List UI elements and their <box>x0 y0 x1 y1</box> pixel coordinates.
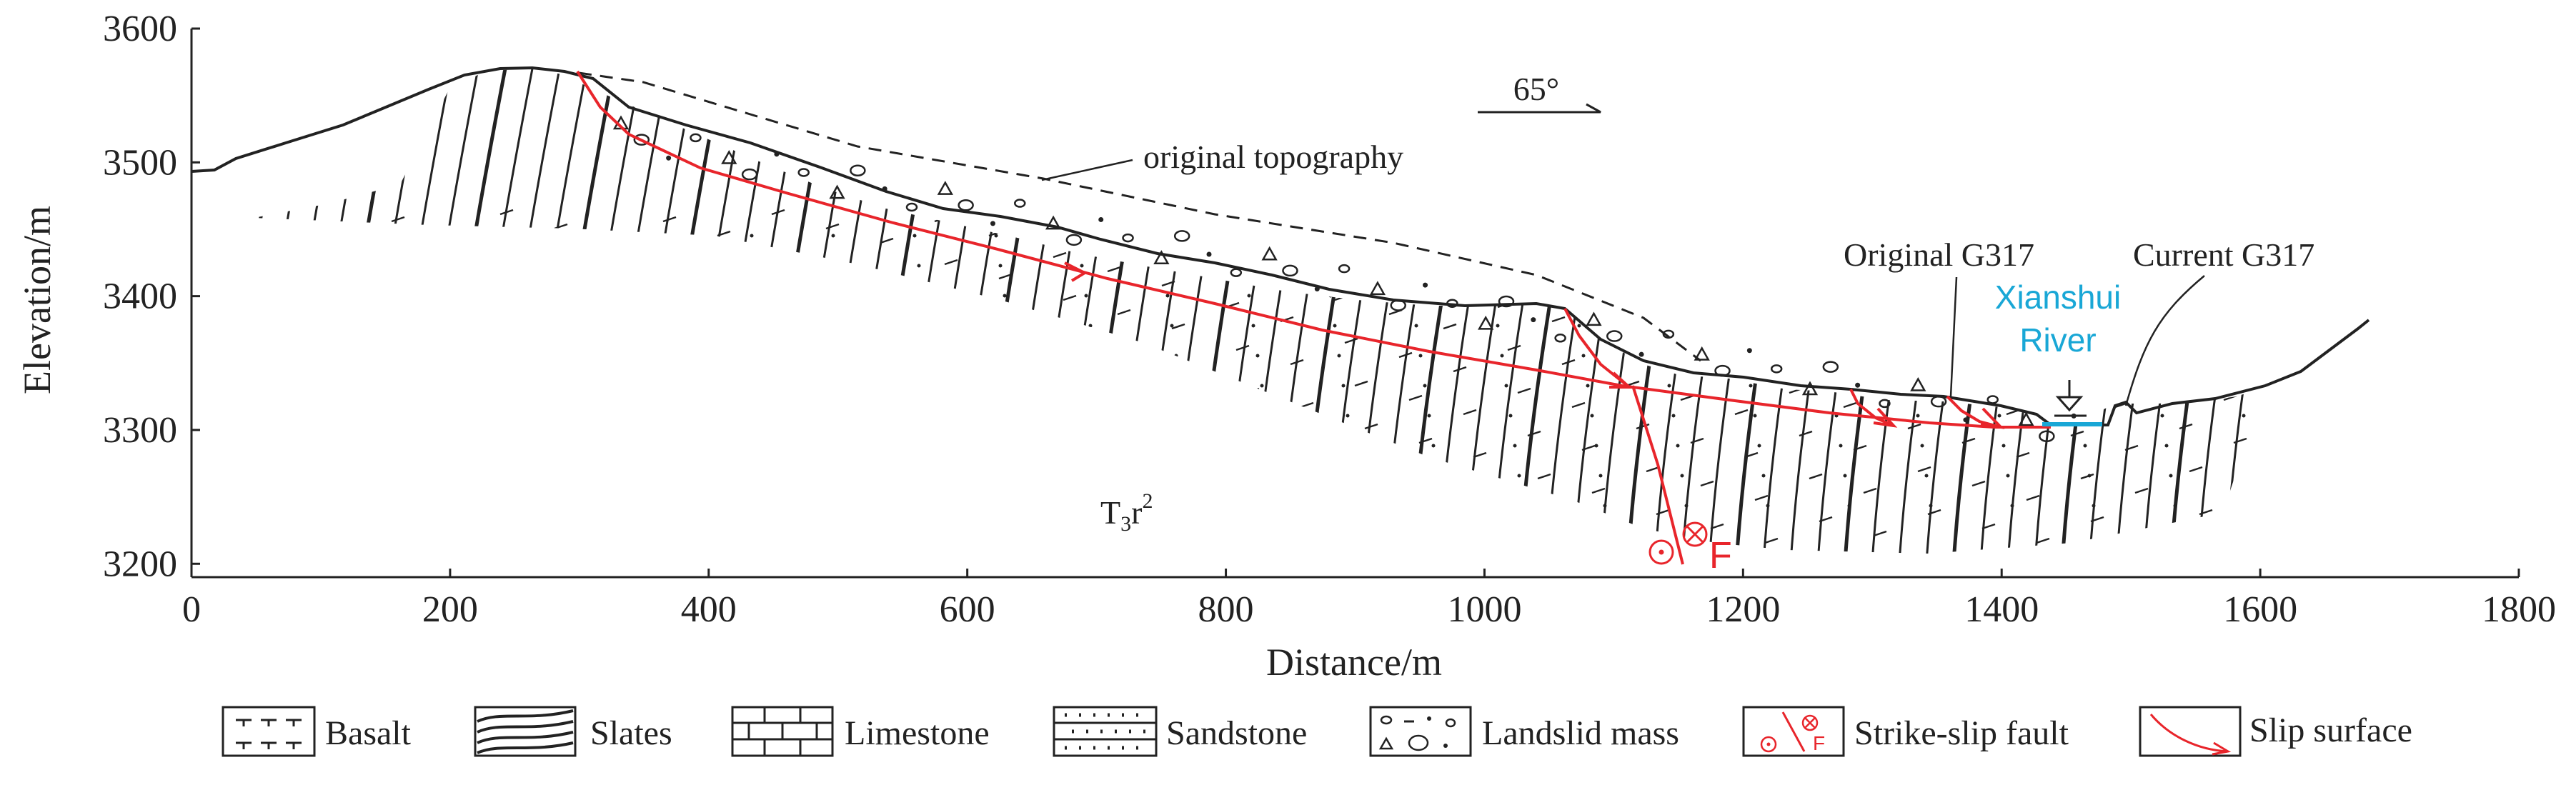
fault-label: F <box>1709 535 1732 576</box>
secondary-slip-surface-2 <box>1849 389 1894 427</box>
axes: 0 200 400 600 800 1000 1200 1400 1600 1800 3200 33… <box>16 9 2556 684</box>
water-level-icon <box>2055 396 2084 412</box>
fault-symbols: F <box>1648 521 1732 576</box>
x-tick-label: 0 <box>182 589 201 630</box>
x-tick-label: 1800 <box>2482 589 2556 630</box>
svg-text:T3r2: T3r2 <box>1100 489 1153 536</box>
x-tick-label: 400 <box>681 589 737 630</box>
svg-text:F: F <box>1813 732 1825 754</box>
legend-item-slates: Slates <box>474 706 672 757</box>
legend-item-sandstone: Sandstone <box>1053 706 1307 757</box>
original-road-label: Original G317 <box>1844 236 2034 273</box>
y-tick-label: 3300 <box>103 410 177 451</box>
legend-label-slates: Slates <box>590 714 672 752</box>
y-tick-label: 3500 <box>103 142 177 183</box>
x-tick-label: 1600 <box>2223 589 2297 630</box>
y-tick-label: 3400 <box>103 276 177 317</box>
y-tick-label: 3600 <box>103 9 177 49</box>
azimuth-label: 65° <box>1513 71 1559 107</box>
current-road-label: Current G317 <box>2133 236 2314 273</box>
legend-label-slip-surface: Slip surface <box>2249 711 2412 749</box>
legend-item-landslid-mass: Landslid mass <box>1369 706 1679 757</box>
river-label-line1: Xianshui <box>1995 279 2121 316</box>
into-page-symbol-icon <box>1682 521 1708 547</box>
strike-slip-fault-line <box>1631 385 1684 565</box>
x-tick-label: 600 <box>940 589 995 630</box>
x-axis-title: Distance/m <box>1266 641 1442 684</box>
slip-arrow-1 <box>1064 261 1088 282</box>
x-ticks: 0 200 400 600 800 1000 1200 1400 1600 1800 <box>182 569 2556 630</box>
slip-surfaces <box>576 70 2051 565</box>
legend-label-basalt: Basalt <box>325 714 412 752</box>
out-of-page-symbol-icon <box>1648 539 1674 565</box>
y-tick-label: 3200 <box>103 544 177 584</box>
x-tick-label: 1000 <box>1447 589 1521 630</box>
legend-item-slip-surface: Slip surface <box>2139 706 2412 757</box>
slip-surface-icon <box>2139 706 2242 757</box>
legend-label-strike-slip-fault: Strike-slip fault <box>1854 714 2069 752</box>
main-slip-surface <box>576 70 2051 429</box>
river-label-line2: River <box>2019 321 2096 359</box>
slip-arrow-3 <box>1873 407 1898 428</box>
x-tick-label: 1200 <box>1706 589 1780 630</box>
original-topography-label: original topography <box>1143 139 1403 175</box>
x-tick-label: 1400 <box>1964 589 2039 630</box>
slip-arrow-2 <box>1609 371 1633 389</box>
ground-surface-line <box>191 66 2370 426</box>
sandstone-pattern-icon <box>1053 706 1158 757</box>
legend-item-strike-slip-fault: F Strike-slip fault <box>1742 706 2069 757</box>
slates-pattern-icon <box>474 706 577 757</box>
basalt-pattern-icon <box>222 706 316 757</box>
x-tick-label: 800 <box>1198 589 1254 630</box>
legend-item-limestone: Limestone <box>731 706 990 757</box>
annotations: 65° original topography Original G317 Cu… <box>1041 71 2314 536</box>
formation-label: T3r2 <box>1100 489 1153 536</box>
landslid-mass-pattern-icon <box>1369 706 1472 757</box>
strike-slip-fault-icon: F <box>1742 706 1845 757</box>
legend-item-basalt: Basalt <box>222 706 412 757</box>
x-tick-label: 200 <box>422 589 478 630</box>
legend-label-landslid-mass: Landslid mass <box>1482 714 1679 752</box>
y-ticks: 3200 3300 3400 3500 3600 <box>103 9 200 584</box>
original-topography-line <box>578 71 1701 362</box>
legend-label-sandstone: Sandstone <box>1166 714 1307 752</box>
xianshui-river: Xianshui River <box>1995 279 2121 426</box>
limestone-pattern-icon <box>731 706 834 757</box>
legend: Basalt Slates Limestone Sandston <box>222 706 2412 757</box>
legend-label-limestone: Limestone <box>845 714 990 752</box>
y-axis-title: Elevation/m <box>16 206 59 394</box>
slip-arrow-4 <box>1980 407 2005 429</box>
azimuth-arrow-icon <box>1478 103 1601 114</box>
